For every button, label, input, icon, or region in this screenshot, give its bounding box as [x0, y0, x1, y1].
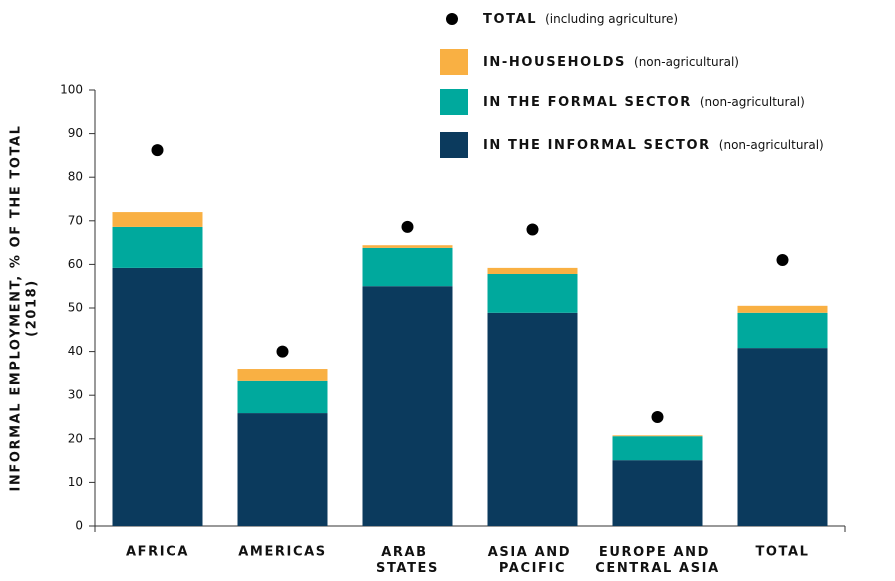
x-tick-label: TOTAL — [755, 545, 809, 560]
y-tick-label: 0 — [75, 519, 83, 533]
legend-name: IN THE FORMAL SECTOR — [483, 95, 692, 110]
y-axis-note: (2018) — [25, 279, 40, 337]
legend-name: TOTAL — [483, 12, 537, 27]
bar-segment — [112, 267, 203, 526]
total-dot — [776, 254, 789, 267]
bar-segment — [487, 267, 578, 274]
legend-label: IN THE INFORMAL SECTOR (non-agricultural) — [483, 138, 824, 153]
bar-segment — [612, 460, 703, 526]
bar-segment — [237, 413, 328, 526]
y-tick-label: 60 — [68, 257, 83, 271]
bar-segment — [612, 436, 703, 461]
total-dot — [526, 223, 539, 236]
x-tick-label: ARAB STATES — [376, 545, 439, 576]
total-dot — [151, 144, 164, 157]
legend-note: (non-agricultural) — [700, 95, 805, 109]
bar-segment — [112, 212, 203, 227]
bar-segment — [737, 305, 828, 313]
legend-swatch — [440, 132, 468, 158]
x-tick-label: EUROPE AND CENTRAL ASIA — [595, 545, 720, 576]
legend-note: (non-agricultural) — [634, 55, 739, 69]
legend-name: IN-HOUSEHOLDS — [483, 55, 626, 70]
y-tick-label: 10 — [68, 475, 83, 489]
bar-segment — [487, 273, 578, 313]
legend-name: IN THE INFORMAL SECTOR — [483, 138, 711, 153]
bar-segment — [487, 312, 578, 526]
y-tick-label: 80 — [68, 170, 83, 184]
legend-swatch — [440, 49, 468, 75]
total-dot — [651, 411, 664, 423]
y-tick-label: 50 — [68, 301, 83, 315]
bar-segment — [112, 226, 203, 268]
x-tick-label: AMERICAS — [238, 545, 327, 560]
legend-label: IN-HOUSEHOLDS (non-agricultural) — [483, 55, 739, 70]
legend-label: IN THE FORMAL SECTOR (non-agricultural) — [483, 95, 805, 110]
total-dot — [276, 345, 289, 358]
bar-segment — [362, 286, 453, 526]
bar-segment — [362, 245, 453, 248]
bar-segment — [362, 247, 453, 287]
x-tick-label: AFRICA — [126, 545, 189, 560]
legend-swatch — [440, 89, 468, 115]
y-axis-title: INFORMAL EMPLOYMENT, % OF THE TOTAL (201… — [9, 124, 40, 491]
y-tick-label: 70 — [68, 213, 83, 227]
y-tick-label: 40 — [68, 344, 83, 358]
y-tick-label: 30 — [68, 388, 83, 402]
bar-segment — [737, 312, 828, 349]
legend-note: (non-agricultural) — [719, 138, 824, 152]
x-tick-label: ASIA AND PACIFIC — [488, 545, 578, 576]
legend-label: TOTAL (including agriculture) — [483, 12, 678, 27]
legend-note: (including agriculture) — [545, 12, 678, 26]
y-tick-label: 100 — [60, 83, 83, 97]
y-tick-label: 90 — [68, 126, 83, 140]
bar-segment — [737, 348, 828, 526]
bar-segment — [237, 369, 328, 381]
legend: TOTAL (including agriculture) IN THE INFOR… — [440, 12, 824, 158]
total-dot — [401, 220, 414, 233]
y-tick-label: 20 — [68, 431, 83, 445]
y-axis-label: INFORMAL EMPLOYMENT, % OF THE TOTAL — [9, 124, 24, 491]
legend-dot — [446, 13, 458, 25]
bar-segment — [237, 380, 328, 414]
bar-segment — [612, 435, 703, 437]
